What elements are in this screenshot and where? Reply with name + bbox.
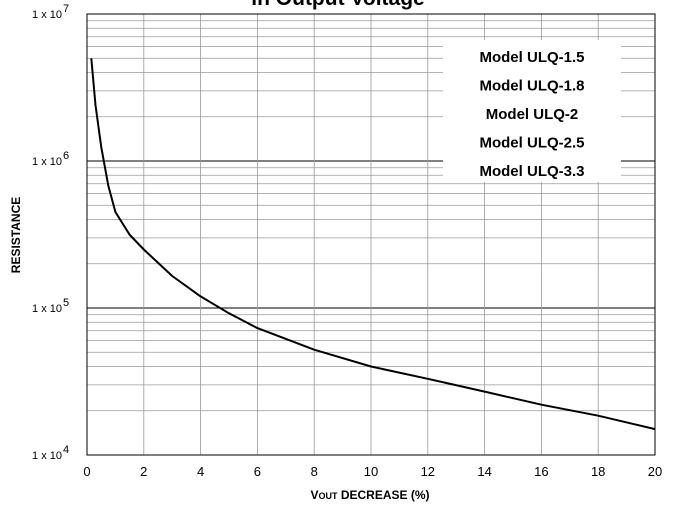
x-tick-label: 20: [648, 464, 662, 479]
x-tick-label: 8: [311, 464, 318, 479]
y-tick-exponent: 6: [63, 150, 69, 162]
plot-frame: [86, 13, 656, 456]
x-tick-label: 12: [421, 464, 435, 479]
y-tick-label: 1 x 10: [32, 156, 62, 168]
series-line: [90, 58, 656, 431]
y-axis-label: RESISTANCE: [9, 197, 23, 273]
x-tick-label: 14: [477, 464, 491, 479]
y-tick-label: 1 x 10: [32, 303, 62, 315]
y-tick-label: 1 x 10: [32, 9, 62, 21]
x-axis-label: VOUT DECREASE (%): [310, 488, 429, 502]
y-tick-label: 1 x 10: [32, 450, 62, 462]
x-tick-label: 18: [591, 464, 605, 479]
legend-entry: Model ULQ-1.8: [479, 78, 584, 95]
legend-entry: Model ULQ-1.5: [479, 49, 584, 66]
legend-entry: Model ULQ-2: [486, 106, 579, 123]
legend-entry: Model ULQ-3.3: [479, 163, 584, 180]
legend-box: [443, 40, 621, 182]
chart-title: in Output Voltage: [251, 0, 424, 10]
y-tick-exponent: 7: [63, 3, 69, 15]
x-tick-label: 10: [364, 464, 378, 479]
legend: Model ULQ-1.5 Model ULQ-1.8 Model ULQ-2 Mod…: [443, 40, 621, 182]
x-tick-labels: 0 2 4 6 8 10 12 14 16 18 20: [83, 464, 662, 479]
x-tick-label: 16: [534, 464, 548, 479]
y-tick-labels: 1 x 10 71 x 10 61 x 10 51 x 10 4: [32, 3, 69, 462]
x-tick-label: 0: [83, 464, 90, 479]
legend-entry: Model ULQ-2.5: [479, 135, 584, 152]
y-tick-exponent: 5: [63, 297, 69, 309]
y-tick-exponent: 4: [63, 444, 69, 456]
x-tick-label: 6: [254, 464, 261, 479]
x-tick-label: 4: [197, 464, 204, 479]
series-layer: [90, 58, 656, 431]
x-tick-label: 2: [140, 464, 147, 479]
